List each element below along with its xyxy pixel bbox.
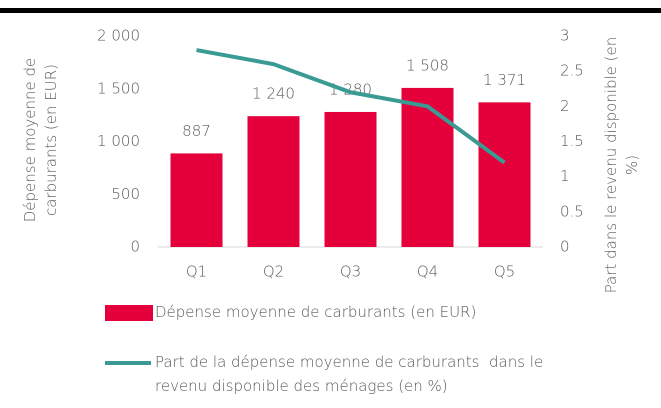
legend-label: Part de la dépense moyenne de carburants… [155,353,548,395]
legend-label: Dépense moyenne de carburants (en EUR) [155,303,477,321]
x-tick-label: Q3 [340,263,361,281]
y2-tick-label: 2 [560,97,570,115]
y-tick-label: 500 [111,185,140,203]
y2-tick-label: 0 [560,238,570,256]
x-tick-label: Q5 [494,263,515,281]
data-label: 887 [182,122,211,140]
y2-tick-label: 3 [560,27,570,45]
x-tick-label: Q4 [417,263,438,281]
y2-tick-label: 0.5 [560,202,584,220]
data-label: 1 240 [252,85,295,103]
data-label: 1 508 [406,56,449,74]
bar [247,116,300,248]
x-tick-label: Q1 [186,263,207,281]
bar [170,153,223,247]
y2-tick-label: 1.5 [560,132,584,150]
y-tick-label: 0 [130,238,140,256]
y2-axis-title: Part dans le revenu disponible (en %) [602,36,641,294]
bar [401,87,454,247]
y-tick-label: 1 500 [97,79,140,97]
y-tick-label: 2 000 [97,27,140,45]
legend-bar-swatch [105,305,153,321]
bar [324,111,377,248]
y-axis-title: Dépense moyenne de carburants (en EUR) [21,57,60,223]
y2-tick-label: 2.5 [560,62,584,80]
bar [478,102,531,247]
x-tick-label: Q2 [263,263,284,281]
y-tick-label: 1 000 [97,132,140,150]
line [196,48,506,165]
data-label: 1 371 [483,71,526,89]
top-rule [0,8,661,13]
y2-tick-label: 1 [560,167,570,185]
